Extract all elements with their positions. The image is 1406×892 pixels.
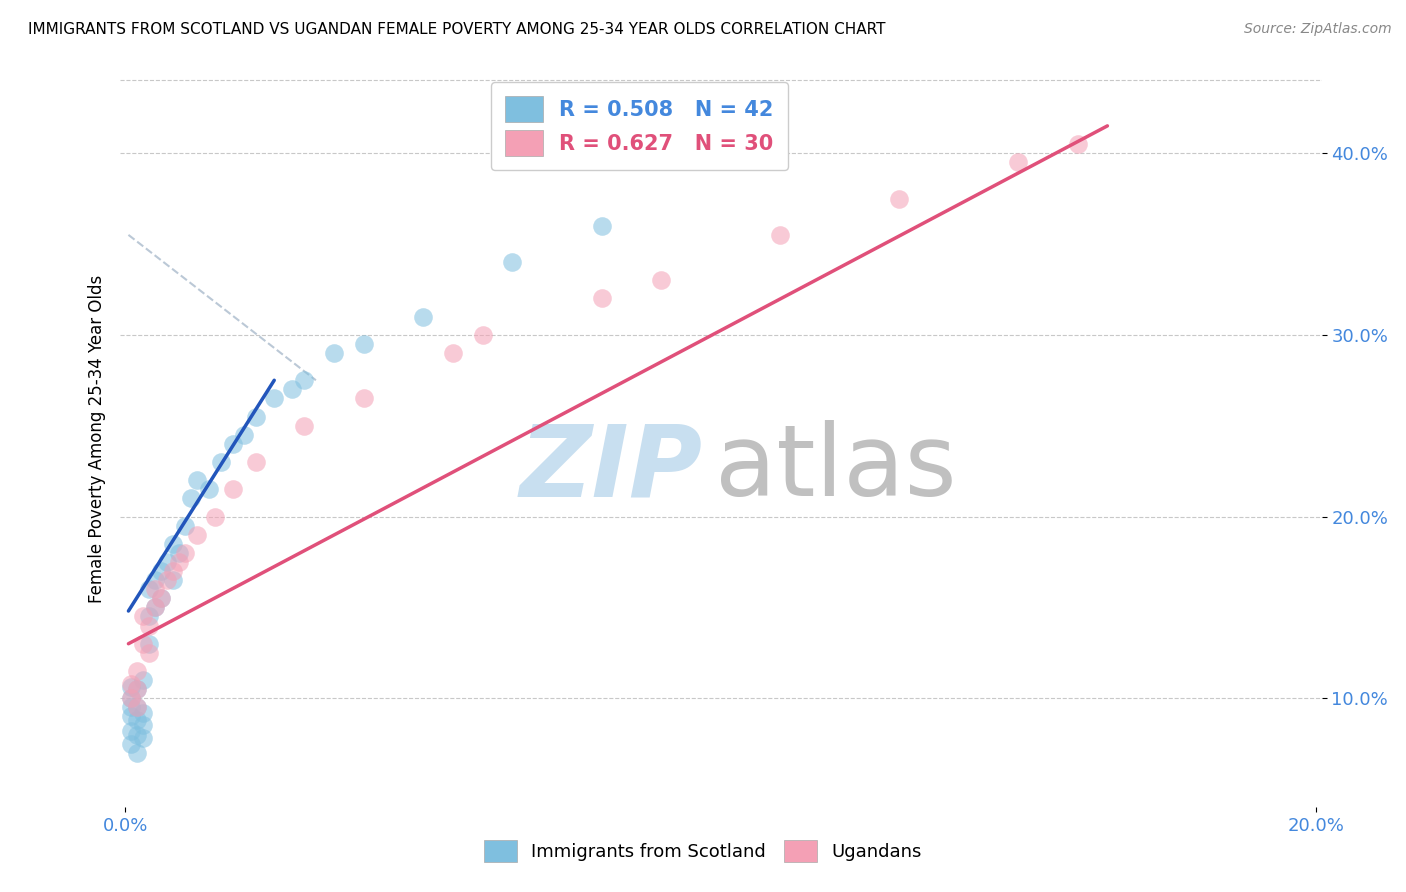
Point bbox=[132, 718, 155, 732]
Point bbox=[162, 537, 184, 551]
Point bbox=[143, 582, 166, 597]
Point bbox=[471, 327, 494, 342]
Point bbox=[138, 646, 160, 660]
Point bbox=[127, 728, 149, 742]
Point bbox=[412, 310, 434, 324]
Point bbox=[143, 600, 166, 615]
Point bbox=[441, 346, 464, 360]
Point bbox=[180, 491, 202, 506]
Legend: Immigrants from Scotland, Ugandans: Immigrants from Scotland, Ugandans bbox=[477, 833, 929, 870]
Point bbox=[353, 337, 375, 351]
Point bbox=[120, 681, 142, 695]
Point bbox=[132, 731, 155, 746]
Point bbox=[127, 713, 149, 727]
Y-axis label: Female Poverty Among 25-34 Year Olds: Female Poverty Among 25-34 Year Olds bbox=[87, 276, 105, 603]
Legend: R = 0.508   N = 42, R = 0.627   N = 30: R = 0.508 N = 42, R = 0.627 N = 30 bbox=[491, 82, 789, 170]
Point bbox=[281, 382, 304, 396]
Point bbox=[120, 691, 142, 706]
Point bbox=[186, 473, 208, 487]
Point bbox=[127, 682, 149, 697]
Point bbox=[132, 673, 155, 687]
Point bbox=[120, 709, 142, 723]
Point bbox=[167, 546, 190, 560]
Point bbox=[150, 591, 173, 606]
Point bbox=[501, 255, 523, 269]
Point bbox=[138, 609, 160, 624]
Text: IMMIGRANTS FROM SCOTLAND VS UGANDAN FEMALE POVERTY AMONG 25-34 YEAR OLDS CORRELA: IMMIGRANTS FROM SCOTLAND VS UGANDAN FEMA… bbox=[28, 22, 886, 37]
Point bbox=[120, 700, 142, 714]
Point bbox=[120, 691, 142, 706]
Point bbox=[197, 483, 219, 497]
Point bbox=[138, 637, 160, 651]
Point bbox=[769, 227, 792, 242]
Point bbox=[1007, 155, 1029, 169]
Point bbox=[186, 527, 208, 541]
Text: ZIP: ZIP bbox=[520, 420, 703, 517]
Point bbox=[174, 518, 197, 533]
Point bbox=[150, 564, 173, 578]
Point bbox=[132, 637, 155, 651]
Point bbox=[138, 582, 160, 597]
Point bbox=[162, 564, 184, 578]
Point bbox=[322, 346, 344, 360]
Point bbox=[150, 591, 173, 606]
Point bbox=[156, 573, 179, 587]
Point bbox=[650, 273, 672, 287]
Point bbox=[156, 555, 179, 569]
Point bbox=[174, 546, 197, 560]
Point bbox=[120, 723, 142, 738]
Point bbox=[120, 676, 142, 690]
Point bbox=[292, 373, 315, 387]
Point bbox=[127, 700, 149, 714]
Point bbox=[245, 455, 267, 469]
Point bbox=[120, 737, 142, 751]
Point bbox=[591, 292, 613, 306]
Point bbox=[292, 418, 315, 433]
Point bbox=[245, 409, 267, 424]
Point bbox=[127, 746, 149, 760]
Point bbox=[1066, 136, 1088, 151]
Point bbox=[887, 192, 910, 206]
Point bbox=[132, 609, 155, 624]
Point bbox=[162, 573, 184, 587]
Point bbox=[263, 392, 285, 406]
Point bbox=[233, 427, 256, 442]
Point bbox=[138, 618, 160, 632]
Text: Source: ZipAtlas.com: Source: ZipAtlas.com bbox=[1244, 22, 1392, 37]
Point bbox=[591, 219, 613, 233]
Point bbox=[221, 437, 243, 451]
Text: atlas: atlas bbox=[714, 420, 956, 517]
Point bbox=[143, 573, 166, 587]
Point bbox=[127, 664, 149, 678]
Point bbox=[143, 600, 166, 615]
Point bbox=[167, 555, 190, 569]
Point bbox=[204, 509, 226, 524]
Point bbox=[127, 700, 149, 714]
Point bbox=[221, 483, 243, 497]
Point bbox=[127, 682, 149, 697]
Point bbox=[132, 706, 155, 720]
Point bbox=[353, 392, 375, 406]
Point bbox=[209, 455, 232, 469]
